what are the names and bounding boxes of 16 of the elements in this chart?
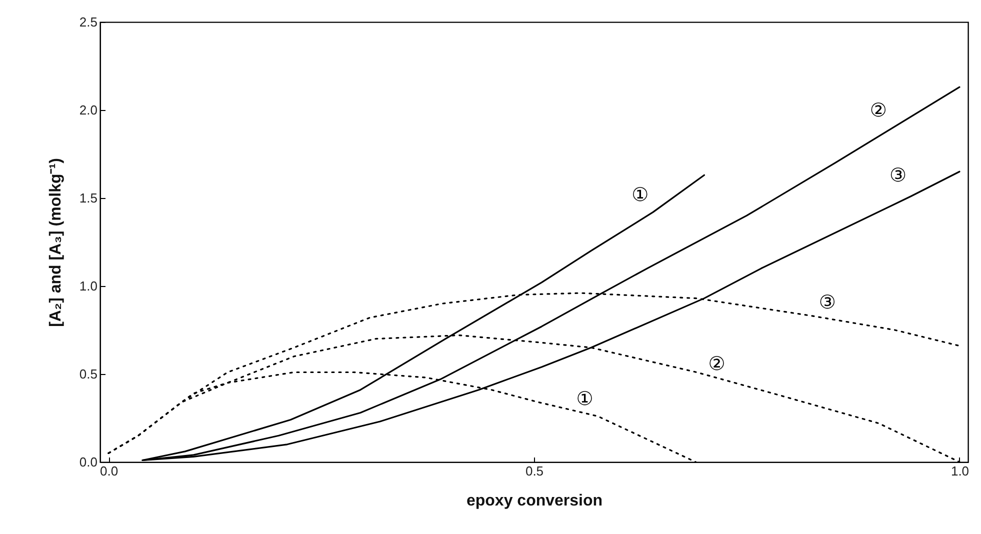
y-tick-label: 0.5 — [79, 366, 98, 382]
y-tick-label: 1.5 — [79, 190, 98, 206]
x-tick-label: 0.5 — [525, 464, 544, 478]
annotation: ③ — [889, 164, 907, 187]
annotation: ② — [870, 100, 887, 122]
y-tick-label: 2.0 — [79, 102, 98, 118]
x-tick-label: 1.0 — [950, 464, 970, 478]
annotation: ② — [708, 353, 726, 376]
annotation: ① — [632, 184, 649, 206]
y-axis-title: [A₂] and [A₃] (molkg⁻¹) — [47, 158, 64, 327]
y-tick-label: 2.5 — [79, 14, 98, 30]
y-tick-label: 1.0 — [79, 278, 98, 294]
x-axis-title: epoxy conversion — [466, 492, 603, 510]
annotation: ① — [576, 388, 594, 410]
x-tick-label: 0.0 — [100, 464, 118, 478]
annotation: ③ — [818, 291, 836, 314]
